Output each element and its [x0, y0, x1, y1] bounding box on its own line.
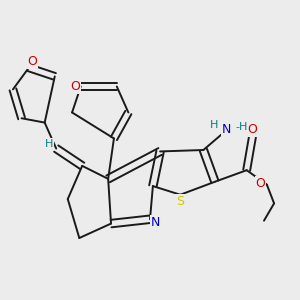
Text: O: O: [248, 123, 257, 136]
Text: O: O: [70, 80, 80, 93]
Text: -H: -H: [235, 122, 248, 132]
Text: N: N: [222, 123, 231, 136]
Text: H: H: [209, 121, 218, 130]
Text: O: O: [27, 56, 37, 68]
Text: S: S: [176, 195, 184, 208]
Text: N: N: [151, 216, 160, 229]
Text: O: O: [256, 177, 266, 190]
Text: H: H: [45, 139, 53, 149]
